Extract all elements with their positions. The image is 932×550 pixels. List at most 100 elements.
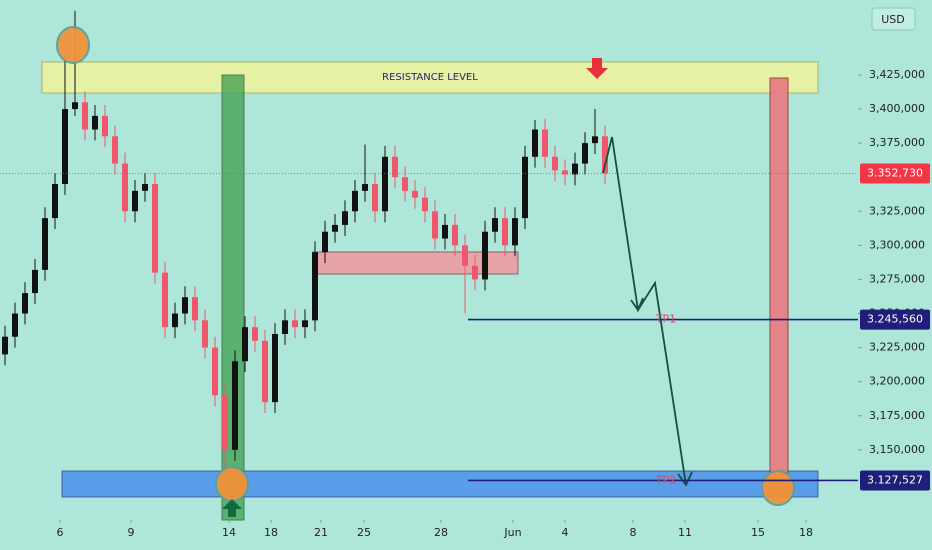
candle-body xyxy=(372,184,378,212)
y-tick-label: 3,375,000 xyxy=(869,136,925,149)
candle-body xyxy=(132,190,138,212)
candle-body xyxy=(502,218,508,246)
candle-body xyxy=(102,115,108,137)
candle-body xyxy=(542,129,548,157)
candle-body xyxy=(232,361,238,450)
overlays: RESISTANCE LEVEL USD 3.352,730 TP1 3.245,5… xyxy=(0,7,930,517)
x-tick-label: 18 xyxy=(264,526,278,539)
candle-body xyxy=(532,129,538,157)
price-tag xyxy=(860,163,930,184)
x-tick-label: Jun xyxy=(503,526,521,539)
candle-body xyxy=(1,336,8,355)
target-label: TP1 xyxy=(655,313,676,326)
candle-body xyxy=(92,115,98,130)
highlight-circle xyxy=(761,470,795,506)
candle-body xyxy=(162,272,168,328)
candle-body xyxy=(482,231,488,280)
candle-body xyxy=(392,156,398,178)
x-tick-label: 15 xyxy=(751,526,765,539)
candle-body xyxy=(112,136,118,164)
y-tick-label: 3,275,000 xyxy=(869,272,925,285)
candle-body xyxy=(192,297,198,321)
candle-body xyxy=(412,190,418,198)
candle-body xyxy=(52,184,58,219)
resistance-label: RESISTANCE LEVEL xyxy=(382,72,478,83)
candle-body xyxy=(172,313,178,328)
candle-body xyxy=(522,156,528,219)
candle-body xyxy=(212,347,218,396)
candle-body xyxy=(512,218,518,246)
up-arrow xyxy=(222,499,242,517)
candle-body xyxy=(432,211,438,239)
y-tick-label: 3,425,000 xyxy=(869,68,925,81)
down-arrow xyxy=(586,58,608,79)
x-tick-label: 25 xyxy=(357,526,371,539)
highlight-circle xyxy=(215,466,249,502)
candle-body xyxy=(362,184,368,191)
candle-body xyxy=(582,143,588,164)
x-tick-label: 6 xyxy=(57,526,64,539)
candle-body xyxy=(592,136,598,144)
candle-body xyxy=(282,320,288,334)
candle-body xyxy=(152,184,158,273)
candle-body xyxy=(22,293,28,314)
candle-body xyxy=(182,297,188,314)
x-tick-label: 4 xyxy=(562,526,569,539)
x-tick-label: 8 xyxy=(630,526,637,539)
x-tick-label: 9 xyxy=(128,526,135,539)
candle-body xyxy=(382,156,388,212)
highlight-circle xyxy=(56,26,90,64)
candle-body xyxy=(442,224,448,239)
y-tick-label: 3,400,000 xyxy=(869,102,925,115)
candle-body xyxy=(602,136,608,174)
candle-body xyxy=(572,163,578,175)
candle-body xyxy=(262,340,268,403)
candle-body xyxy=(292,320,298,328)
candles xyxy=(1,10,608,469)
candle-body xyxy=(352,190,358,212)
x-tick-label: 14 xyxy=(222,526,236,539)
candle-body xyxy=(62,109,68,185)
candle-body xyxy=(32,269,38,294)
y-tick-label: 3,325,000 xyxy=(869,204,925,217)
price-tag xyxy=(860,309,930,330)
candle-body xyxy=(322,231,328,253)
zones: 3,150,0003,175,0003,200,0003,225,0003,25… xyxy=(41,61,925,539)
y-tick-label: 3,200,000 xyxy=(869,375,925,388)
candle-body xyxy=(562,170,568,175)
candle-body xyxy=(242,327,248,362)
resistance-zone xyxy=(41,61,819,94)
y-tick-label: 3,225,000 xyxy=(869,341,925,354)
candle-body xyxy=(42,218,48,270)
red-highlight xyxy=(769,77,789,498)
projection-arrowhead xyxy=(630,297,644,312)
candle-body xyxy=(452,224,458,246)
y-tick-label: 3,150,000 xyxy=(869,443,925,456)
price-tag-label: 3.352,730 xyxy=(867,166,923,179)
projection-arrowhead xyxy=(677,471,693,487)
y-tick-label: 3,300,000 xyxy=(869,238,925,251)
candle-body xyxy=(12,313,18,337)
candle-body xyxy=(122,163,128,212)
candle-body xyxy=(492,218,498,232)
candle-body xyxy=(252,327,258,341)
candle-body xyxy=(72,102,78,110)
candle-body xyxy=(552,156,558,171)
target-label: TP2 xyxy=(655,473,676,486)
candle-body xyxy=(402,177,408,191)
currency-box[interactable] xyxy=(871,7,916,31)
candle-body xyxy=(82,102,88,130)
price-tag xyxy=(860,470,930,491)
price-tag-label: 3.127,527 xyxy=(867,473,923,486)
y-tick-label: 3,175,000 xyxy=(869,409,925,422)
candle-body xyxy=(222,395,228,450)
x-tick-label: 18 xyxy=(799,526,813,539)
candle-body xyxy=(312,252,318,321)
currency-label: USD xyxy=(881,13,905,26)
candle-body xyxy=(302,320,308,328)
support-zone xyxy=(61,470,819,498)
candle-body xyxy=(472,265,478,280)
candle-body xyxy=(462,245,468,266)
